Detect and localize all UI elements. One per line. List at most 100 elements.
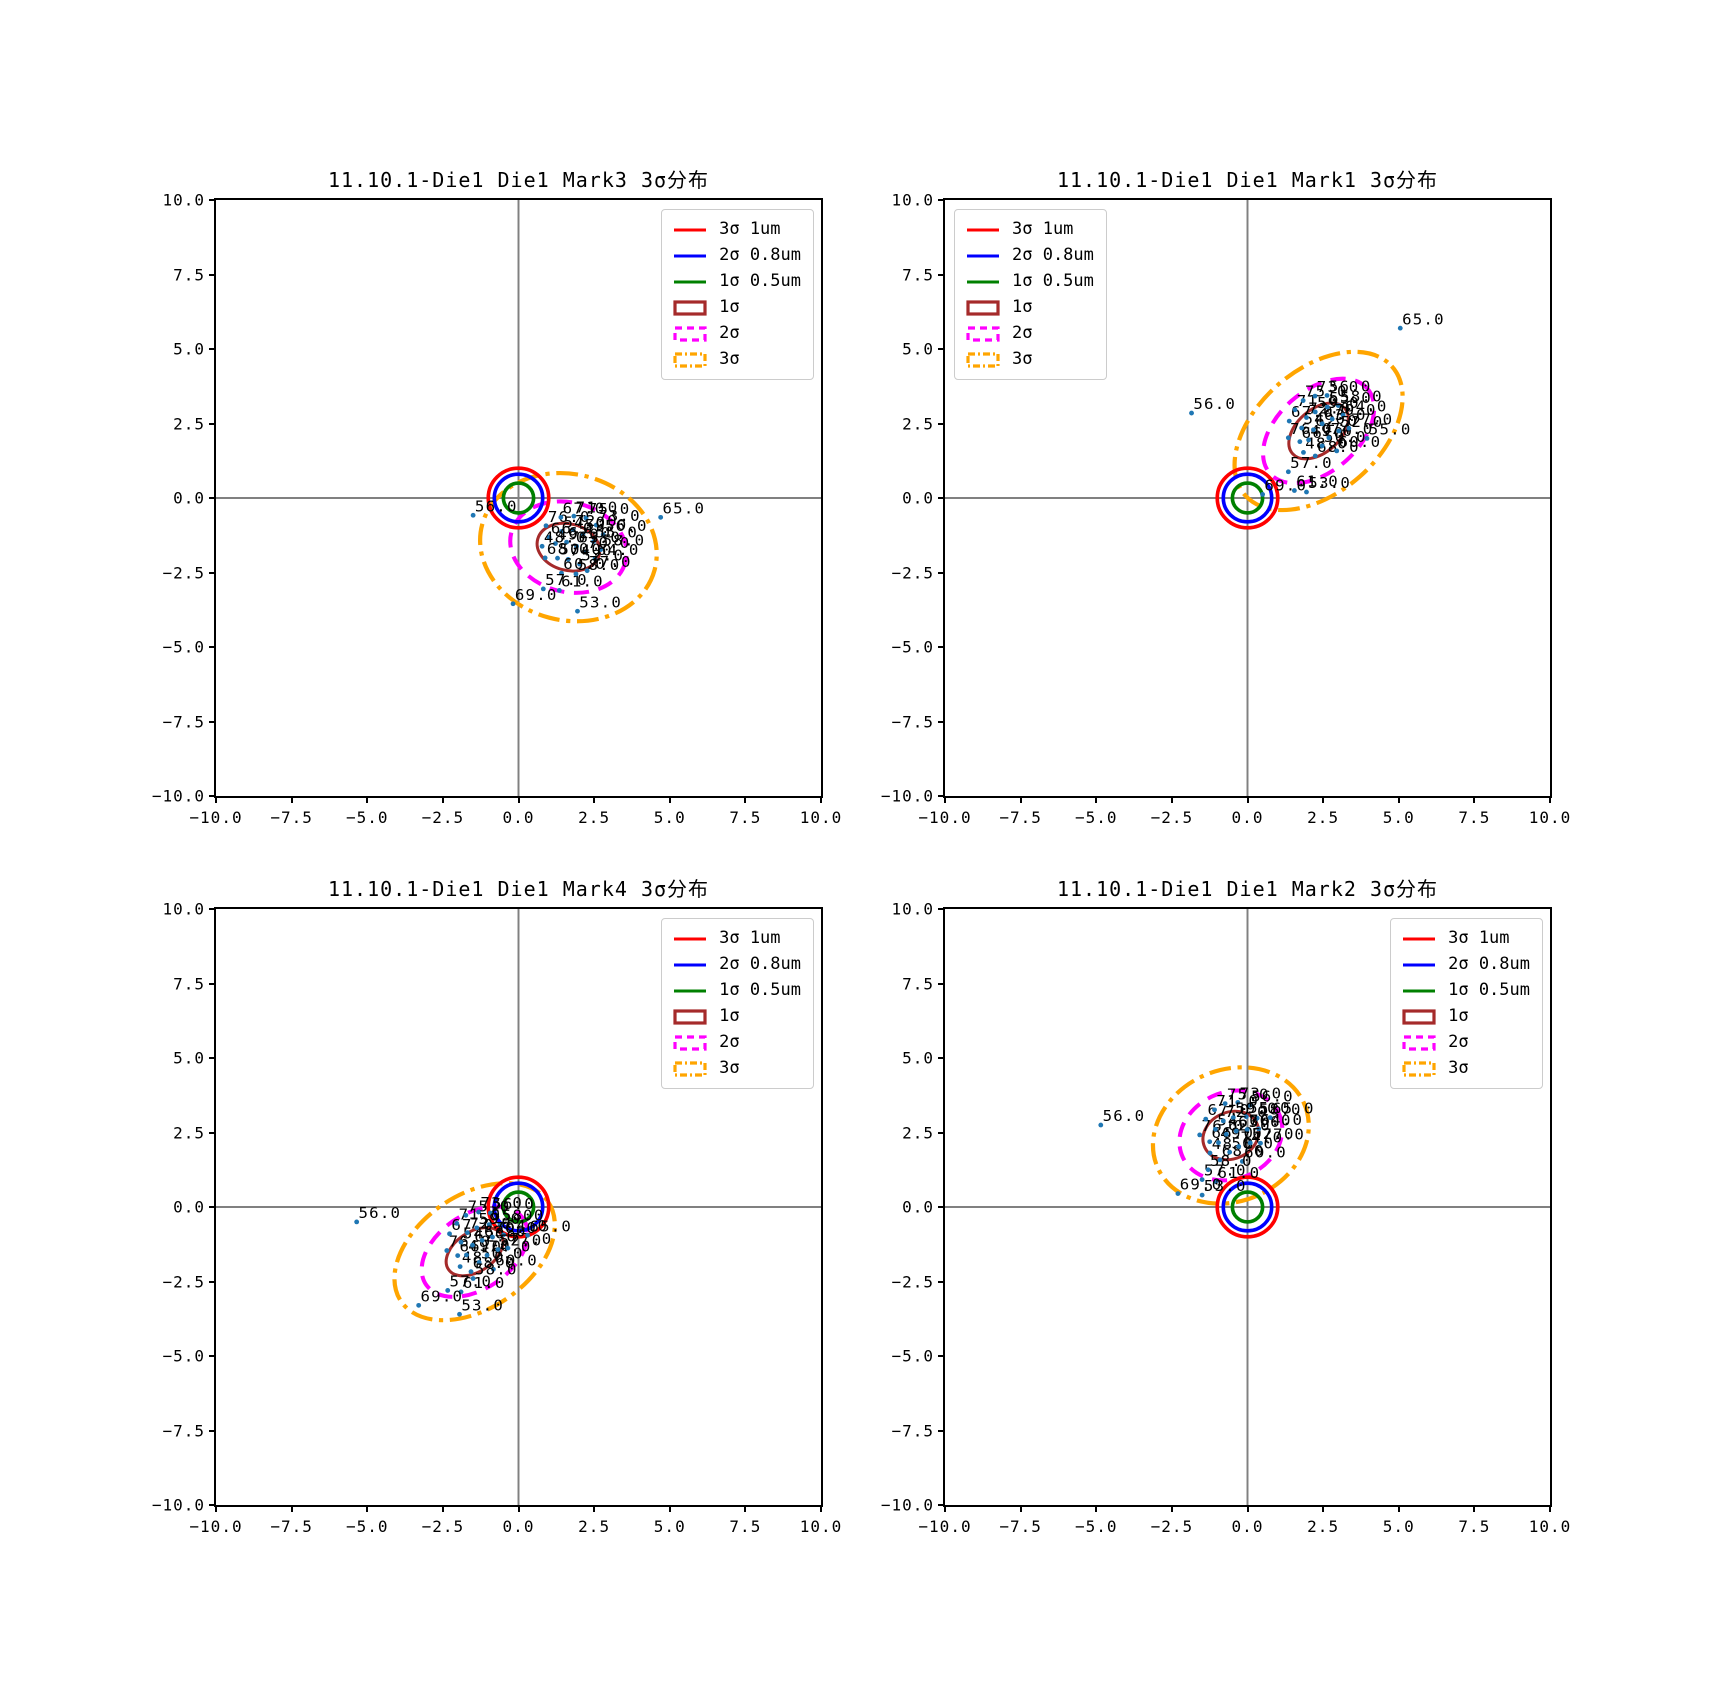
tolerance-circle-1sigma [501,1190,536,1224]
scatter-point [1326,435,1332,441]
point-label: 60.0 [1244,1144,1287,1162]
y-tick-mark [938,795,945,797]
scatter-point [1336,428,1342,434]
y-tick-mark [209,422,216,425]
scatter-point [457,1264,463,1269]
scatter-point [470,1276,476,1281]
point-label: 58.0 [1259,1100,1302,1118]
sigma-ellipse-1 [1201,1109,1261,1162]
legend-label: 1σ 0.5um [1012,271,1094,291]
legend-label: 2σ 0.8um [719,245,801,265]
point-label: 67.0 [1291,403,1334,421]
x-tick-label: −5.0 [1074,808,1118,827]
sigma-ellipse-2 [508,499,629,595]
x-tick-label: 0.0 [1231,1517,1264,1536]
y-tick-label: −10.0 [151,1495,205,1515]
scatter-point [1216,1140,1221,1146]
y-tick-label: 10.0 [162,190,205,210]
scatter-point [556,587,562,593]
scatter-point [1227,1149,1233,1155]
x-tick-mark [1322,796,1325,803]
point-label: 57.0 [1290,454,1333,472]
scatter-point [1220,1118,1226,1124]
scatter-point [1235,1100,1241,1105]
tolerance-circle-1sigma [1230,1190,1265,1224]
scatter-point [1197,1132,1203,1138]
legend-rect [673,1060,707,1077]
scatter-point [1098,1122,1104,1128]
y-tick-mark [209,273,216,276]
legend-patch-sample [673,1034,707,1051]
subplot-mark4: 11.10.1-Die1 Die1 Mark4 3σ分布 76.067.071.… [152,877,841,1536]
point-label: 68.0 [1222,1142,1265,1160]
legend-line-sample [674,254,707,257]
scatter-point [559,528,565,534]
y-tick-mark [938,348,945,350]
legend-item: 3σ 1um [672,219,801,240]
point-label: 56.0 [1251,1088,1294,1106]
point-label: 61.0 [1296,473,1339,491]
point-label: 68.0 [1317,438,1360,456]
scatter-point [1319,421,1325,427]
x-tick-label: 0.0 [1231,808,1264,827]
scatter-point [1304,489,1309,495]
point-label: 62.0 [474,1227,517,1245]
x-tick-mark [1246,796,1249,803]
y-tick-label: −2.5 [162,563,205,582]
y-tick-label: −5.0 [162,637,205,657]
point-label: 58.0 [578,556,621,574]
x-tick-label: −7.5 [999,1517,1042,1536]
y-tick-label: −5.0 [891,637,934,657]
scatter-point [1286,418,1292,424]
legend-item: 1σ 0.5um [672,980,801,1001]
legend-label: 1σ [1448,1006,1469,1026]
legend-patch-sample [966,325,1000,342]
point-label: 65.0 [1272,1100,1315,1118]
y-tick-mark [938,1504,945,1506]
y-tick-mark [938,497,945,499]
scatter-point [1324,393,1330,398]
point-label: 75.0 [588,500,631,518]
point-label: 65.0 [662,500,705,518]
point-label: 64.0 [1345,397,1388,415]
point-label: 69.0 [515,586,558,604]
point-label: 77.0 [1262,1125,1305,1143]
point-label: 73.0 [1317,378,1360,396]
y-tick-mark [938,1355,945,1357]
point-label: 55.0 [1369,421,1412,439]
x-tick-mark [1095,796,1098,803]
point-label: 76.0 [548,508,591,526]
y-tick-label: 2.5 [173,1123,205,1142]
legend-rect [673,351,707,368]
legend-patch-sample [673,325,707,342]
x-tick-mark [944,1505,946,1512]
y-tick-mark [209,1280,216,1283]
point-label: 70.0 [588,534,631,552]
y-tick-mark [938,720,945,723]
legend-rect [673,1034,707,1051]
scatter-point [598,547,604,552]
x-tick-mark [1170,1505,1173,1512]
point-label: 65.0 [1402,310,1445,328]
x-tick-label: 7.5 [729,1517,762,1536]
scatter-point [1189,410,1194,416]
legend-rect [966,325,1000,342]
y-tick-mark [209,497,216,499]
point-label: 52.0 [1252,1125,1295,1143]
scatter-point [593,522,599,528]
tolerance-circle-2sigma [1221,1181,1274,1233]
y-tick-label: 7.5 [902,974,934,993]
scatter-point [1254,1115,1260,1121]
point-label: 53.0 [1308,474,1351,492]
legend-line-sample [1403,989,1436,992]
legend-box: 3σ 1um 2σ 0.8um 1σ 0.5um 1σ 2σ 3σ [661,209,814,380]
plot-area: 76.067.071.075.073.056.066.054.072.059.0… [945,909,1550,1505]
y-tick-label: −10.0 [880,786,934,806]
scatter-point [1292,407,1298,413]
x-tick-label: 0.0 [502,808,535,827]
scatter-point [1291,488,1297,493]
point-label: 69.0 [1264,477,1307,495]
point-label: 53.0 [461,1297,504,1315]
point-label: 67.0 [451,1216,494,1234]
y-tick-mark [209,795,216,797]
